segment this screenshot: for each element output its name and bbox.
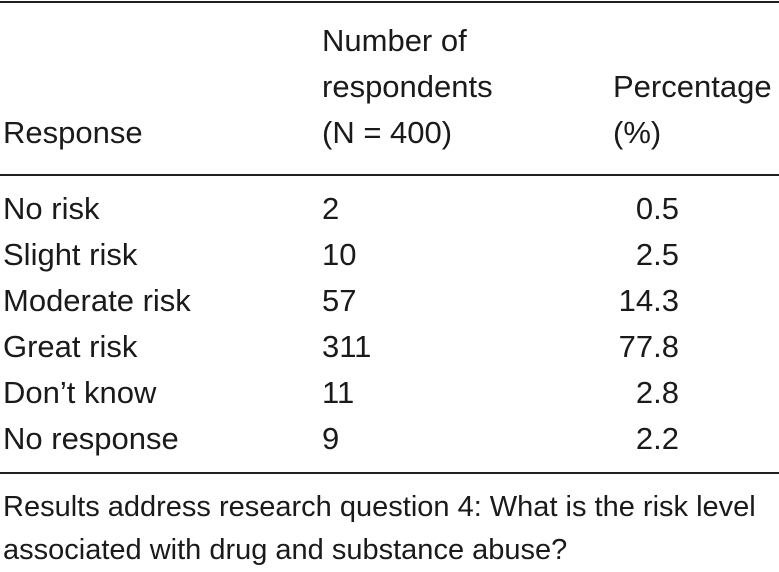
- cell-response: Great risk: [3, 329, 138, 364]
- cell-percentage: 2.5: [635, 237, 679, 272]
- table-header-rule: [0, 174, 779, 176]
- table-row: Don’t know 11 2.8: [0, 370, 779, 416]
- header-number-line-1: Number of: [322, 23, 467, 58]
- table-top-rule: [0, 1, 779, 3]
- table-footnote: Results address research question 4: Wha…: [3, 491, 756, 566]
- cell-number: 311: [322, 329, 372, 364]
- header-percentage-line-1: Percentage: [613, 69, 772, 104]
- header-percentage-line-2: (%): [613, 115, 662, 150]
- cell-number: 11: [322, 375, 355, 410]
- cell-number: 57: [322, 283, 357, 318]
- cell-number: 10: [322, 237, 357, 272]
- cell-percentage: 2.8: [635, 375, 679, 410]
- table-row: No response 9 2.2: [0, 416, 779, 462]
- cell-response: No response: [3, 421, 179, 456]
- table-row: Great risk 311 77.8: [0, 324, 779, 370]
- header-number-line-3: (N = 400): [322, 115, 453, 150]
- cell-percentage: 0.5: [635, 191, 679, 226]
- cell-response: Don’t know: [3, 375, 157, 410]
- cell-percentage: 77.8: [618, 329, 679, 364]
- header-number-of-respondents: Number of respondents (N = 400): [322, 18, 493, 156]
- cell-percentage: 2.2: [635, 421, 679, 456]
- cell-response: Slight risk: [3, 237, 138, 272]
- table-row: Moderate risk 57 14.3: [0, 278, 779, 324]
- table-row: Slight risk 10 2.5: [0, 232, 779, 278]
- header-number-line-2: respondents: [322, 69, 493, 104]
- cell-response: No risk: [3, 191, 100, 226]
- cell-number: 2: [322, 191, 340, 226]
- header-percentage: Percentage (%): [613, 64, 772, 156]
- cell-response: Moderate risk: [3, 283, 191, 318]
- header-response: Response: [3, 115, 143, 150]
- table-body: No risk 2 0.5 Slight risk 10 2.5 Moderat…: [0, 186, 779, 462]
- cell-number: 9: [322, 421, 340, 456]
- cell-percentage: 14.3: [618, 283, 679, 318]
- table-row: No risk 2 0.5: [0, 186, 779, 232]
- table-bottom-rule: [0, 472, 779, 474]
